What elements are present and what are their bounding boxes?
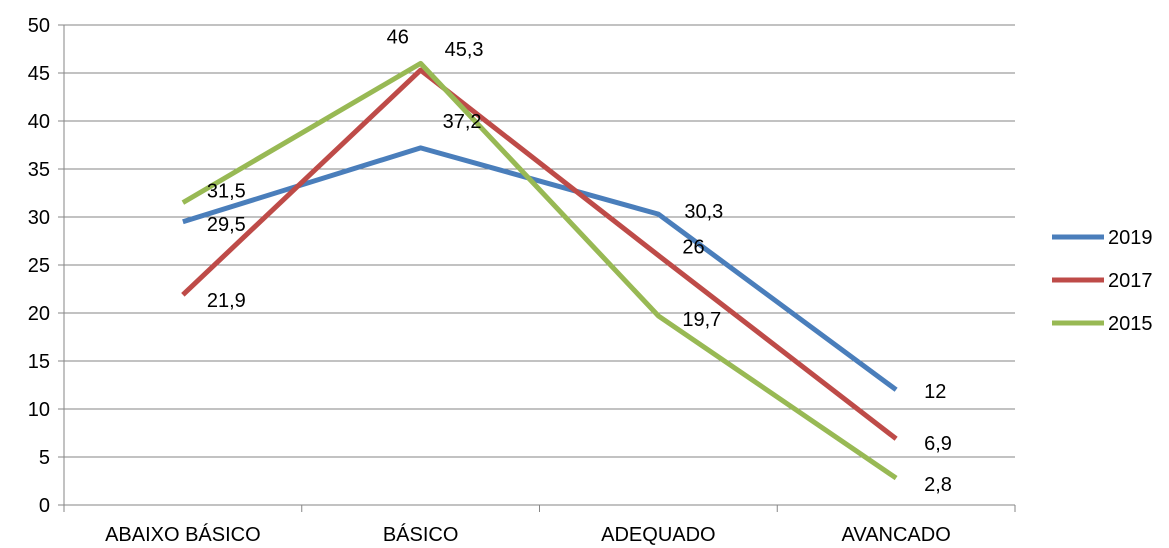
x-tick-label: ABAIXO BÁSICO (105, 523, 261, 546)
legend-label-2019: 2019 (1108, 227, 1153, 249)
y-tick-label: 15 (28, 351, 50, 373)
data-label-2017: 21,9 (207, 290, 246, 312)
axes: 0 5 10 15 20 25 30 35 40 45 50 ABAIXO BÁSICO BÁSICO A… (28, 15, 1016, 546)
data-label-2015: 2,8 (924, 474, 952, 496)
y-tick-label: 0 (39, 495, 50, 517)
y-tick-label: 50 (28, 15, 50, 37)
data-label-2019: 37,2 (443, 111, 482, 133)
y-tick-label: 10 (28, 399, 50, 421)
series-line-2015 (181, 60, 898, 481)
legend-label-2017: 2017 (1108, 270, 1153, 292)
y-tick-label: 30 (28, 207, 50, 229)
data-label-2017: 6,9 (924, 433, 952, 455)
grid (64, 24, 1015, 458)
y-tick-label: 45 (28, 63, 50, 85)
y-tick-label: 25 (28, 255, 50, 277)
x-tick-label: BÁSICO (383, 523, 459, 546)
y-tick-label: 20 (28, 303, 50, 325)
legend-label-2015: 2015 (1108, 313, 1153, 335)
data-labels: 29,5 37,2 30,3 12 21,9 45,3 26 6,9 31,5 46 19,7 2,8 (207, 26, 952, 496)
data-label-2019: 29,5 (207, 214, 246, 236)
y-tick-label: 35 (28, 159, 50, 181)
legend: 2019 2017 2015 (1052, 227, 1153, 335)
x-tick-label: ADEQUADO (601, 524, 715, 546)
x-tick-label: AVANCADO (841, 524, 950, 546)
data-label-2017: 26 (682, 236, 704, 258)
data-label-2019: 30,3 (684, 201, 723, 223)
data-label-2017: 45,3 (445, 39, 484, 61)
series (181, 60, 898, 481)
y-tick-label: 5 (39, 447, 50, 469)
data-label-2015: 46 (387, 26, 409, 48)
data-label-2019: 12 (924, 381, 946, 403)
series-line-2017 (181, 67, 898, 441)
data-label-2015: 31,5 (207, 181, 246, 203)
y-tick-label: 40 (28, 111, 50, 133)
data-label-2015: 19,7 (682, 309, 721, 331)
